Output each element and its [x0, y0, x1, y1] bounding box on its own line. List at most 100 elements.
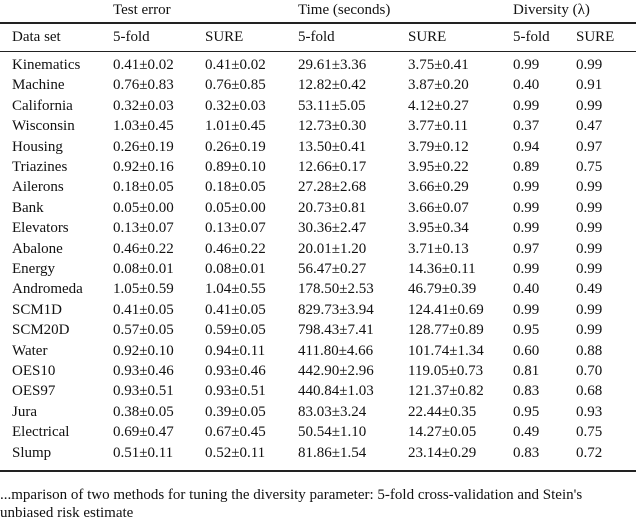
table-cell: 121.37±0.82 [408, 383, 484, 400]
table-cell: 1.04±0.55 [205, 281, 266, 298]
table-cell: 0.37 [513, 118, 540, 135]
group-header-diversity: Diversity (λ) [513, 2, 590, 18]
table-cell: 0.93 [576, 403, 603, 420]
table-cell: 56.47±0.27 [298, 261, 367, 277]
table-cell: 0.99 [513, 220, 540, 237]
table-cell: 0.08±0.01 [205, 261, 266, 277]
table-cell: 3.77±0.11 [408, 118, 469, 135]
table-cell: 23.14±0.29 [408, 444, 477, 461]
table-cell: 0.49 [513, 424, 540, 441]
table-cell: 0.99 [513, 199, 540, 216]
table-cell: 442.90±2.96 [298, 363, 374, 379]
table-cell: 411.80±4.66 [298, 342, 374, 359]
table-cell: 0.94 [513, 138, 540, 155]
table-cell: 12.73±0.30 [298, 118, 367, 135]
table-cell: 0.13±0.07 [205, 220, 266, 237]
top-rule [0, 22, 636, 24]
dataset-name: SCM1D [12, 301, 63, 318]
table-cell: 0.18±0.05 [113, 179, 174, 196]
table-cell: 0.91 [576, 77, 603, 94]
table-cell: 0.26±0.19 [113, 138, 174, 155]
table-cell: 0.92±0.16 [113, 159, 174, 175]
table-cell: 53.11±5.05 [298, 97, 366, 114]
mid-rule [0, 51, 636, 52]
table-cell: 0.99 [576, 179, 603, 196]
table-cell: 4.12±0.27 [408, 97, 469, 114]
dataset-name: California [12, 97, 73, 114]
table-cell: 83.03±3.24 [298, 403, 367, 420]
dataset-name: Machine [12, 77, 65, 94]
table-cell: 0.40 [513, 77, 540, 94]
dataset-name: Abalone [12, 240, 63, 257]
table-cell: 101.74±1.34 [408, 342, 484, 359]
table-cell: 0.46±0.22 [113, 240, 174, 257]
table-cell: 0.81 [513, 363, 540, 379]
table-cell: 12.66±0.17 [298, 159, 367, 175]
table-cell: 0.99 [513, 57, 540, 73]
dataset-name: Elevators [12, 220, 69, 237]
table-cell: 0.99 [513, 97, 540, 114]
table-cell: 20.01±1.20 [298, 240, 367, 257]
table-cell: 1.01±0.45 [205, 118, 266, 135]
table-cell: 119.05±0.73 [408, 363, 484, 379]
table-cell: 0.32±0.03 [113, 97, 174, 114]
table-cell: 81.86±1.54 [298, 444, 367, 461]
table-cell: 3.66±0.29 [408, 179, 469, 196]
table-cell: 29.61±3.36 [298, 57, 367, 73]
column-header: 5-fold [298, 29, 335, 45]
table-cell: 3.66±0.07 [408, 199, 469, 216]
table-cell: 0.75 [576, 159, 603, 175]
table-cell: 0.93±0.51 [113, 383, 174, 400]
table-cell: 0.60 [513, 342, 540, 359]
dataset-name: SCM20D [12, 322, 70, 339]
dataset-name: Jura [12, 403, 37, 420]
table-cell: 0.93±0.46 [205, 363, 266, 379]
table-cell: 0.93±0.46 [113, 363, 174, 379]
table-cell: 0.38±0.05 [113, 403, 174, 420]
table-cell: 128.77±0.89 [408, 322, 484, 339]
table-cell: 0.99 [513, 301, 540, 318]
table-cell: 0.89±0.10 [205, 159, 266, 175]
table-cell: 0.88 [576, 342, 603, 359]
table-cell: 0.69±0.47 [113, 424, 174, 441]
table-cell: 0.18±0.05 [205, 179, 266, 196]
group-header-time: Time (seconds) [298, 2, 391, 18]
table-cell: 0.99 [576, 199, 603, 216]
table-cell: 3.95±0.22 [408, 159, 469, 175]
table-cell: 1.03±0.45 [113, 118, 174, 135]
table-cell: 0.97 [576, 138, 603, 155]
table-cell: 0.32±0.03 [205, 97, 266, 114]
table-cell: 0.67±0.45 [205, 424, 266, 441]
dataset-name: Bank [12, 199, 44, 216]
table-cell: 0.57±0.05 [113, 322, 174, 339]
dataset-name: OES97 [12, 383, 56, 400]
table-cell: 0.39±0.05 [205, 403, 266, 420]
dataset-name: Wisconsin [12, 118, 75, 135]
table-cell: 3.71±0.13 [408, 240, 469, 257]
table-cell: 0.92±0.10 [113, 342, 174, 359]
table-cell: 27.28±2.68 [298, 179, 367, 196]
table-cell: 0.99 [576, 261, 603, 277]
dataset-name: Andromeda [12, 281, 83, 298]
table-cell: 0.41±0.02 [205, 57, 266, 73]
table-cell: 46.79±0.39 [408, 281, 477, 298]
table-cell: 0.99 [576, 301, 603, 318]
table-cell: 0.05±0.00 [113, 199, 174, 216]
table-cell: 178.50±2.53 [298, 281, 374, 298]
table-cell: 1.05±0.59 [113, 281, 174, 298]
column-header: SURE [576, 29, 615, 45]
table-cell: 0.05±0.00 [205, 199, 266, 216]
table-cell: 0.72 [576, 444, 603, 461]
table-cell: 3.87±0.20 [408, 77, 469, 94]
dataset-name: Triazines [12, 159, 68, 175]
table-cell: 0.08±0.01 [113, 261, 174, 277]
table-cell: 829.73±3.94 [298, 301, 374, 318]
table-cell: 0.47 [576, 118, 603, 135]
column-header: 5-fold [113, 29, 150, 45]
table-cell: 3.75±0.41 [408, 57, 469, 73]
table-cell: 12.82±0.42 [298, 77, 367, 94]
table-cell: 0.83 [513, 383, 540, 400]
table-cell: 0.68 [576, 383, 603, 400]
table-cell: 0.26±0.19 [205, 138, 266, 155]
table-cell: 22.44±0.35 [408, 403, 477, 420]
